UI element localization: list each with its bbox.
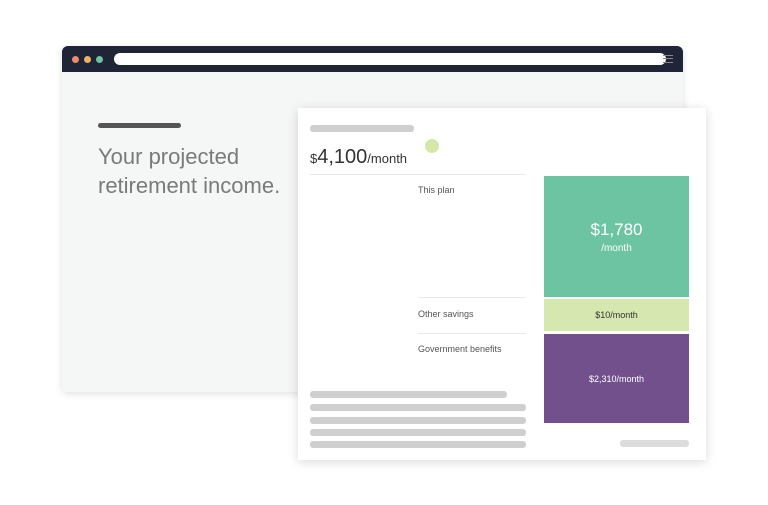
status-dot-icon xyxy=(425,139,439,153)
divider xyxy=(418,333,526,334)
text-placeholder xyxy=(310,417,526,424)
government-benefits-amount: $2,310/month xyxy=(588,373,645,384)
divider xyxy=(418,297,526,298)
this-plan-unit: /month xyxy=(601,242,632,254)
minimize-dot-icon[interactable] xyxy=(84,56,91,63)
block-government-benefits: $2,310/month xyxy=(544,334,689,423)
text-placeholder xyxy=(310,441,526,448)
divider xyxy=(310,174,526,175)
close-dot-icon[interactable] xyxy=(72,56,79,63)
label-government-benefits: Government benefits xyxy=(418,344,502,354)
maximize-dot-icon[interactable] xyxy=(96,56,103,63)
text-placeholder xyxy=(310,404,526,411)
currency: $ xyxy=(310,151,318,166)
footer-placeholder xyxy=(620,440,689,447)
text-placeholder xyxy=(310,429,526,436)
total-amount: 4,100 xyxy=(317,146,368,168)
hamburger-menu-icon[interactable] xyxy=(663,55,673,63)
card-title-placeholder xyxy=(310,125,414,132)
block-other-savings: $10/month xyxy=(544,299,689,331)
label-this-plan: This plan xyxy=(418,185,455,195)
other-savings-amount: $10/month xyxy=(595,310,638,320)
total-income: $4,100/month xyxy=(310,146,407,169)
total-unit: /month xyxy=(367,151,408,166)
kicker-placeholder-bar xyxy=(98,123,181,128)
block-this-plan: $1,780 /month xyxy=(544,176,689,297)
this-plan-amount: $1,780 xyxy=(590,219,643,239)
label-other-savings: Other savings xyxy=(418,309,474,319)
income-card: $4,100/month This plan Other savings Gov… xyxy=(298,108,706,460)
text-placeholder xyxy=(310,391,507,398)
address-bar[interactable] xyxy=(114,53,666,65)
browser-titlebar xyxy=(62,46,683,72)
page-title: Your projected retirement income. xyxy=(98,144,281,198)
